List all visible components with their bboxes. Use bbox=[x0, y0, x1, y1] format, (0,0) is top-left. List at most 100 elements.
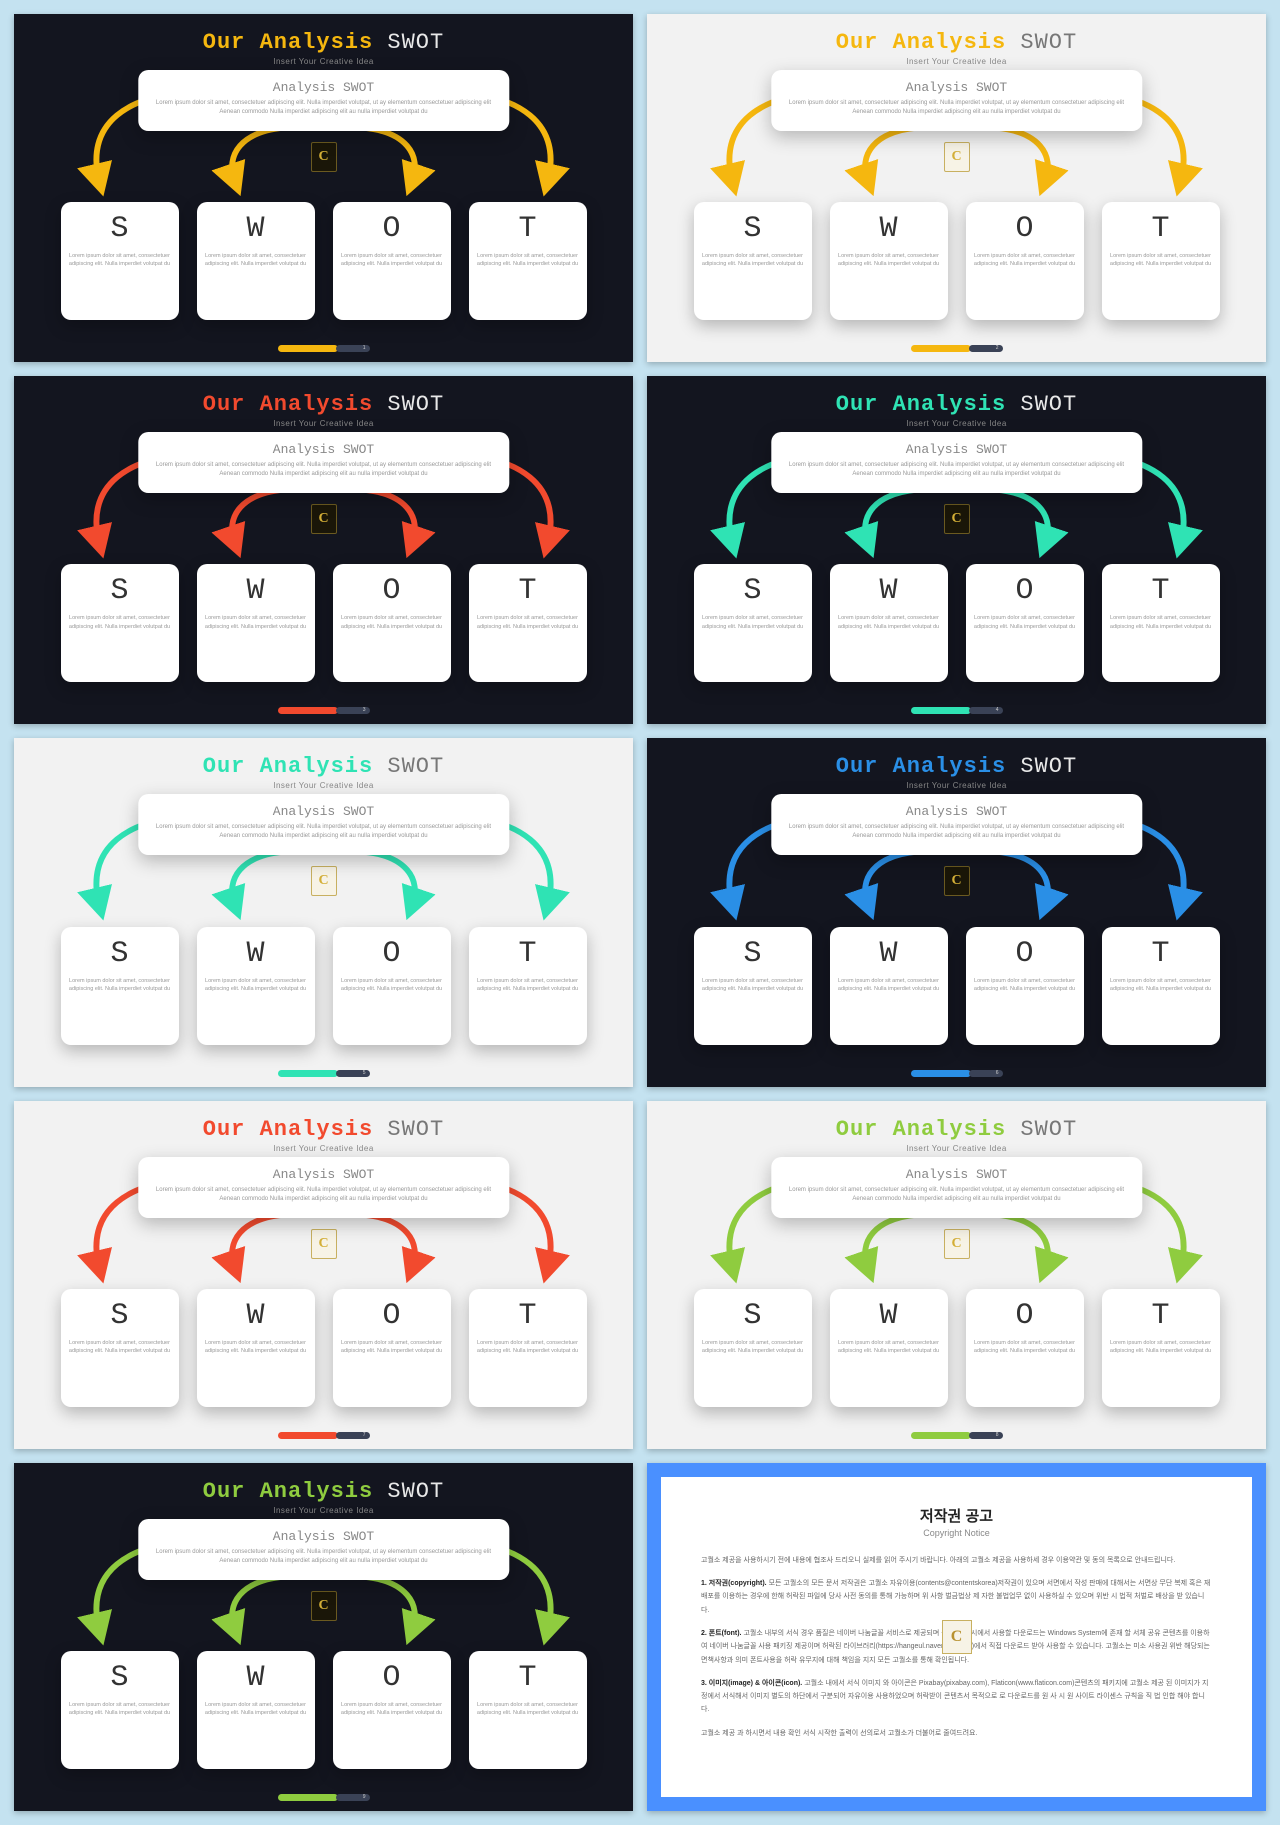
swot-card-body: Lorem ipsum dolor sit amet, consectetuer… bbox=[702, 977, 804, 994]
title-suffix: SWOT bbox=[1020, 754, 1077, 779]
swot-card-t: T Lorem ipsum dolor sit amet, consectetu… bbox=[469, 1651, 587, 1769]
swot-slide-9: Our Analysis SWOT Insert Your Creative I… bbox=[14, 1463, 633, 1811]
swot-slide-4: Our Analysis SWOT Insert Your Creative I… bbox=[647, 376, 1266, 724]
brand-logo: C bbox=[944, 866, 970, 896]
swot-card-body: Lorem ipsum dolor sit amet, consectetuer… bbox=[1110, 977, 1212, 994]
swot-card-o: O Lorem ipsum dolor sit amet, consectetu… bbox=[966, 564, 1084, 682]
copyright-slide: 저작권 공고 Copyright Notice 고퀄소 제공을 사용하시기 전에… bbox=[647, 1463, 1266, 1811]
swot-card-body: Lorem ipsum dolor sit amet, consectetuer… bbox=[1110, 614, 1212, 631]
swot-letter: O bbox=[341, 1661, 443, 1695]
swot-letter: S bbox=[69, 574, 171, 608]
swot-card-t: T Lorem ipsum dolor sit amet, consectetu… bbox=[1102, 202, 1220, 320]
page-number-pill: 4 bbox=[969, 707, 1003, 714]
title-accent: Our Analysis bbox=[836, 1117, 1006, 1142]
swot-letter: S bbox=[69, 1661, 171, 1695]
swot-letter: W bbox=[205, 937, 307, 971]
progress-accent bbox=[911, 1432, 971, 1439]
swot-card-body: Lorem ipsum dolor sit amet, consectetuer… bbox=[341, 614, 443, 631]
analysis-box: Analysis SWOT Lorem ipsum dolor sit amet… bbox=[771, 70, 1142, 131]
swot-slide-7: Our Analysis SWOT Insert Your Creative I… bbox=[14, 1101, 633, 1449]
swot-card-body: Lorem ipsum dolor sit amet, consectetuer… bbox=[69, 614, 171, 631]
swot-card-body: Lorem ipsum dolor sit amet, consectetuer… bbox=[477, 1701, 579, 1718]
swot-card-o: O Lorem ipsum dolor sit amet, consectetu… bbox=[333, 564, 451, 682]
swot-letter: W bbox=[838, 1299, 940, 1333]
swot-card-o: O Lorem ipsum dolor sit amet, consectetu… bbox=[966, 202, 1084, 320]
progress-bar: 5 bbox=[278, 1070, 370, 1077]
swot-slide-2: Our Analysis SWOT Insert Your Creative I… bbox=[647, 14, 1266, 362]
slide-subtitle: Insert Your Creative Idea bbox=[14, 781, 633, 790]
progress-accent bbox=[911, 707, 971, 714]
slide-subtitle: Insert Your Creative Idea bbox=[14, 419, 633, 428]
swot-card-body: Lorem ipsum dolor sit amet, consectetuer… bbox=[205, 1701, 307, 1718]
title-suffix: SWOT bbox=[387, 754, 444, 779]
swot-card-body: Lorem ipsum dolor sit amet, consectetuer… bbox=[341, 252, 443, 269]
swot-letter: T bbox=[1110, 937, 1212, 971]
slide-subtitle: Insert Your Creative Idea bbox=[647, 57, 1266, 66]
swot-card-body: Lorem ipsum dolor sit amet, consectetuer… bbox=[702, 252, 804, 269]
progress-accent bbox=[278, 1070, 338, 1077]
swot-letter: O bbox=[341, 212, 443, 246]
swot-card-body: Lorem ipsum dolor sit amet, consectetuer… bbox=[838, 977, 940, 994]
slide-title: Our Analysis SWOT bbox=[647, 14, 1266, 55]
swot-letter: S bbox=[702, 574, 804, 608]
swot-card-t: T Lorem ipsum dolor sit amet, consectetu… bbox=[469, 202, 587, 320]
progress-bar: 1 bbox=[278, 345, 370, 352]
swot-slide-1: Our Analysis SWOT Insert Your Creative I… bbox=[14, 14, 633, 362]
swot-card-w: W Lorem ipsum dolor sit amet, consectetu… bbox=[830, 564, 948, 682]
brand-logo: C bbox=[311, 1591, 337, 1621]
analysis-box-body: Lorem ipsum dolor sit amet, consectetuer… bbox=[156, 1186, 491, 1204]
swot-card-body: Lorem ipsum dolor sit amet, consectetuer… bbox=[838, 614, 940, 631]
swot-letter: T bbox=[1110, 574, 1212, 608]
page-number-pill: 6 bbox=[969, 1070, 1003, 1077]
analysis-box-title: Analysis SWOT bbox=[789, 1167, 1124, 1182]
swot-letter: S bbox=[702, 1299, 804, 1333]
swot-letter: W bbox=[205, 1299, 307, 1333]
swot-card-body: Lorem ipsum dolor sit amet, consectetuer… bbox=[205, 1339, 307, 1356]
swot-card-s: S Lorem ipsum dolor sit amet, consectetu… bbox=[694, 202, 812, 320]
page-number-pill: 8 bbox=[969, 1432, 1003, 1439]
progress-accent bbox=[278, 707, 338, 714]
swot-card-w: W Lorem ipsum dolor sit amet, consectetu… bbox=[830, 927, 948, 1045]
swot-letter: W bbox=[205, 574, 307, 608]
swot-letter: O bbox=[341, 1299, 443, 1333]
swot-card-w: W Lorem ipsum dolor sit amet, consectetu… bbox=[830, 202, 948, 320]
slide-title: Our Analysis SWOT bbox=[14, 376, 633, 417]
swot-card-s: S Lorem ipsum dolor sit amet, consectetu… bbox=[61, 1651, 179, 1769]
swot-letter: O bbox=[974, 574, 1076, 608]
swot-card-o: O Lorem ipsum dolor sit amet, consectetu… bbox=[333, 927, 451, 1045]
swot-card-body: Lorem ipsum dolor sit amet, consectetuer… bbox=[69, 252, 171, 269]
swot-letter: O bbox=[974, 212, 1076, 246]
swot-row: S Lorem ipsum dolor sit amet, consectetu… bbox=[14, 1289, 633, 1407]
title-accent: Our Analysis bbox=[836, 392, 1006, 417]
page-number-pill: 5 bbox=[336, 1070, 370, 1077]
swot-card-w: W Lorem ipsum dolor sit amet, consectetu… bbox=[830, 1289, 948, 1407]
swot-letter: T bbox=[477, 212, 579, 246]
progress-bar: 2 bbox=[911, 345, 1003, 352]
slide-subtitle: Insert Your Creative Idea bbox=[647, 781, 1266, 790]
progress-accent bbox=[278, 345, 338, 352]
swot-card-t: T Lorem ipsum dolor sit amet, consectetu… bbox=[469, 927, 587, 1045]
brand-logo: C bbox=[311, 1229, 337, 1259]
brand-logo: C bbox=[944, 1229, 970, 1259]
swot-slide-8: Our Analysis SWOT Insert Your Creative I… bbox=[647, 1101, 1266, 1449]
swot-letter: O bbox=[341, 574, 443, 608]
analysis-box-body: Lorem ipsum dolor sit amet, consectetuer… bbox=[156, 99, 491, 117]
analysis-box-title: Analysis SWOT bbox=[156, 804, 491, 819]
copyright-title: 저작권 공고 bbox=[701, 1505, 1212, 1526]
title-accent: Our Analysis bbox=[203, 1117, 373, 1142]
swot-row: S Lorem ipsum dolor sit amet, consectetu… bbox=[14, 564, 633, 682]
swot-card-w: W Lorem ipsum dolor sit amet, consectetu… bbox=[197, 1651, 315, 1769]
swot-card-s: S Lorem ipsum dolor sit amet, consectetu… bbox=[694, 564, 812, 682]
analysis-box: Analysis SWOT Lorem ipsum dolor sit amet… bbox=[771, 794, 1142, 855]
slide-title: Our Analysis SWOT bbox=[14, 1463, 633, 1504]
swot-card-o: O Lorem ipsum dolor sit amet, consectetu… bbox=[966, 927, 1084, 1045]
analysis-box: Analysis SWOT Lorem ipsum dolor sit amet… bbox=[771, 1157, 1142, 1218]
swot-card-body: Lorem ipsum dolor sit amet, consectetuer… bbox=[974, 1339, 1076, 1356]
swot-card-o: O Lorem ipsum dolor sit amet, consectetu… bbox=[333, 1651, 451, 1769]
analysis-box-title: Analysis SWOT bbox=[789, 804, 1124, 819]
swot-row: S Lorem ipsum dolor sit amet, consectetu… bbox=[14, 202, 633, 320]
swot-card-t: T Lorem ipsum dolor sit amet, consectetu… bbox=[1102, 927, 1220, 1045]
title-accent: Our Analysis bbox=[203, 1479, 373, 1504]
swot-letter: S bbox=[69, 937, 171, 971]
page-number-pill: 3 bbox=[336, 707, 370, 714]
